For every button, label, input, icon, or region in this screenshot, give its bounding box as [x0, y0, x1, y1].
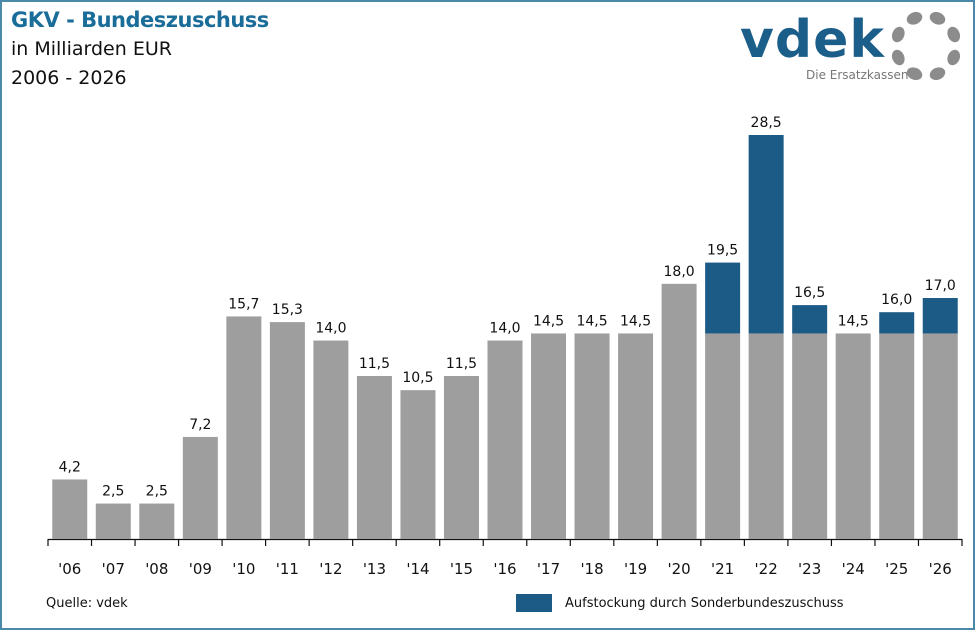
logo-ring-dot [906, 11, 923, 25]
logo-tagline: Die Ersatzkassen [806, 68, 909, 82]
data-label: 18,0 [664, 264, 695, 280]
logo-ring-dot [891, 49, 905, 66]
legend-label-special: Aufstockung durch Sonderbundeszuschuss [565, 595, 844, 611]
legend: Aufstockung durch Sonderbundeszuschuss [516, 594, 844, 612]
logo-ring-dot [929, 11, 946, 25]
data-label: 17,0 [925, 278, 956, 294]
logo-ring-dot [906, 67, 923, 81]
bar-base-23 [792, 333, 828, 539]
source-note: Quelle: vdek [46, 596, 128, 611]
x-tick-label: '10 [232, 560, 255, 578]
data-label: 2,5 [102, 484, 124, 500]
data-label: 14,5 [838, 313, 869, 329]
x-tick-label: '15 [450, 560, 473, 578]
x-tick-label: '16 [493, 560, 516, 578]
bar-base-14 [400, 390, 436, 539]
data-label: 10,5 [402, 370, 433, 386]
data-label: 2,5 [146, 484, 168, 500]
data-label: 19,5 [707, 243, 738, 259]
x-tick-label: '23 [798, 560, 821, 578]
x-tick-label: '18 [580, 560, 603, 578]
bar-base-26 [922, 333, 958, 539]
logo-ring-dot [891, 26, 905, 43]
bar-base-17 [531, 333, 567, 539]
data-label: 14,5 [620, 313, 651, 329]
bar-base-22 [748, 333, 784, 539]
bar-special-26 [922, 298, 958, 334]
data-label: 14,5 [576, 313, 607, 329]
x-tick-label: '17 [537, 560, 560, 578]
bar-base-11 [269, 322, 305, 539]
bar-base-13 [356, 375, 392, 539]
bar-base-15 [443, 375, 479, 539]
legend-swatch-special [516, 594, 552, 612]
bar-special-25 [879, 312, 915, 334]
data-label: 11,5 [446, 356, 477, 372]
data-label: 15,3 [272, 302, 303, 318]
data-label: 4,2 [59, 459, 81, 475]
x-tick-label: '14 [406, 560, 429, 578]
x-tick-label: '07 [102, 560, 125, 578]
bar-base-09 [182, 436, 218, 539]
data-label: 28,5 [751, 115, 782, 131]
x-tick-label: '09 [189, 560, 212, 578]
data-label: 16,0 [881, 292, 912, 308]
bar-base-20 [661, 283, 697, 539]
x-tick-label: '20 [667, 560, 690, 578]
bar-base-10 [226, 316, 262, 539]
bar-special-22 [748, 135, 784, 334]
x-tick-label: '19 [624, 560, 647, 578]
bar-base-21 [705, 333, 741, 539]
x-tick-label: '26 [929, 560, 952, 578]
x-tick-label: '13 [363, 560, 386, 578]
bar-base-08 [139, 503, 175, 539]
bar-base-12 [313, 340, 349, 539]
data-label: 7,2 [189, 417, 211, 433]
chart-title: GKV - Bundeszuschuss [11, 8, 269, 32]
x-tick-label: '08 [145, 560, 168, 578]
bar-base-16 [487, 340, 523, 539]
logo-ring-dot [947, 26, 961, 43]
bar-base-24 [835, 333, 871, 539]
data-label: 14,0 [489, 321, 520, 337]
bar-base-06 [52, 479, 88, 539]
data-label: 14,0 [315, 321, 346, 337]
bar-special-23 [792, 305, 828, 334]
chart-subtitle: in Milliarden EUR [11, 38, 172, 60]
x-tick-label: '22 [755, 560, 778, 578]
data-label: 16,5 [794, 285, 825, 301]
x-tick-label: '24 [842, 560, 865, 578]
bar-base-19 [618, 333, 654, 539]
x-tick-label: '06 [58, 560, 81, 578]
bar-base-18 [574, 333, 610, 539]
logo-wordmark: vdek [740, 10, 885, 70]
bar-special-21 [705, 262, 741, 334]
chart-year-range: 2006 - 2026 [11, 67, 127, 89]
bar-base-25 [879, 333, 915, 539]
data-label: 14,5 [533, 313, 564, 329]
logo-ring-icon [891, 11, 961, 81]
data-label: 11,5 [359, 356, 390, 372]
logo-ring-dot [929, 67, 946, 81]
x-tick-label: '11 [276, 560, 299, 578]
data-label: 15,7 [228, 296, 259, 312]
x-tick-label: '21 [711, 560, 734, 578]
x-tick-label: '25 [885, 560, 908, 578]
vdek-logo: vdek Die Ersatzkassen [740, 6, 965, 86]
logo-ring-dot [947, 49, 961, 66]
bar-base-07 [95, 503, 131, 539]
x-tick-label: '12 [319, 560, 342, 578]
